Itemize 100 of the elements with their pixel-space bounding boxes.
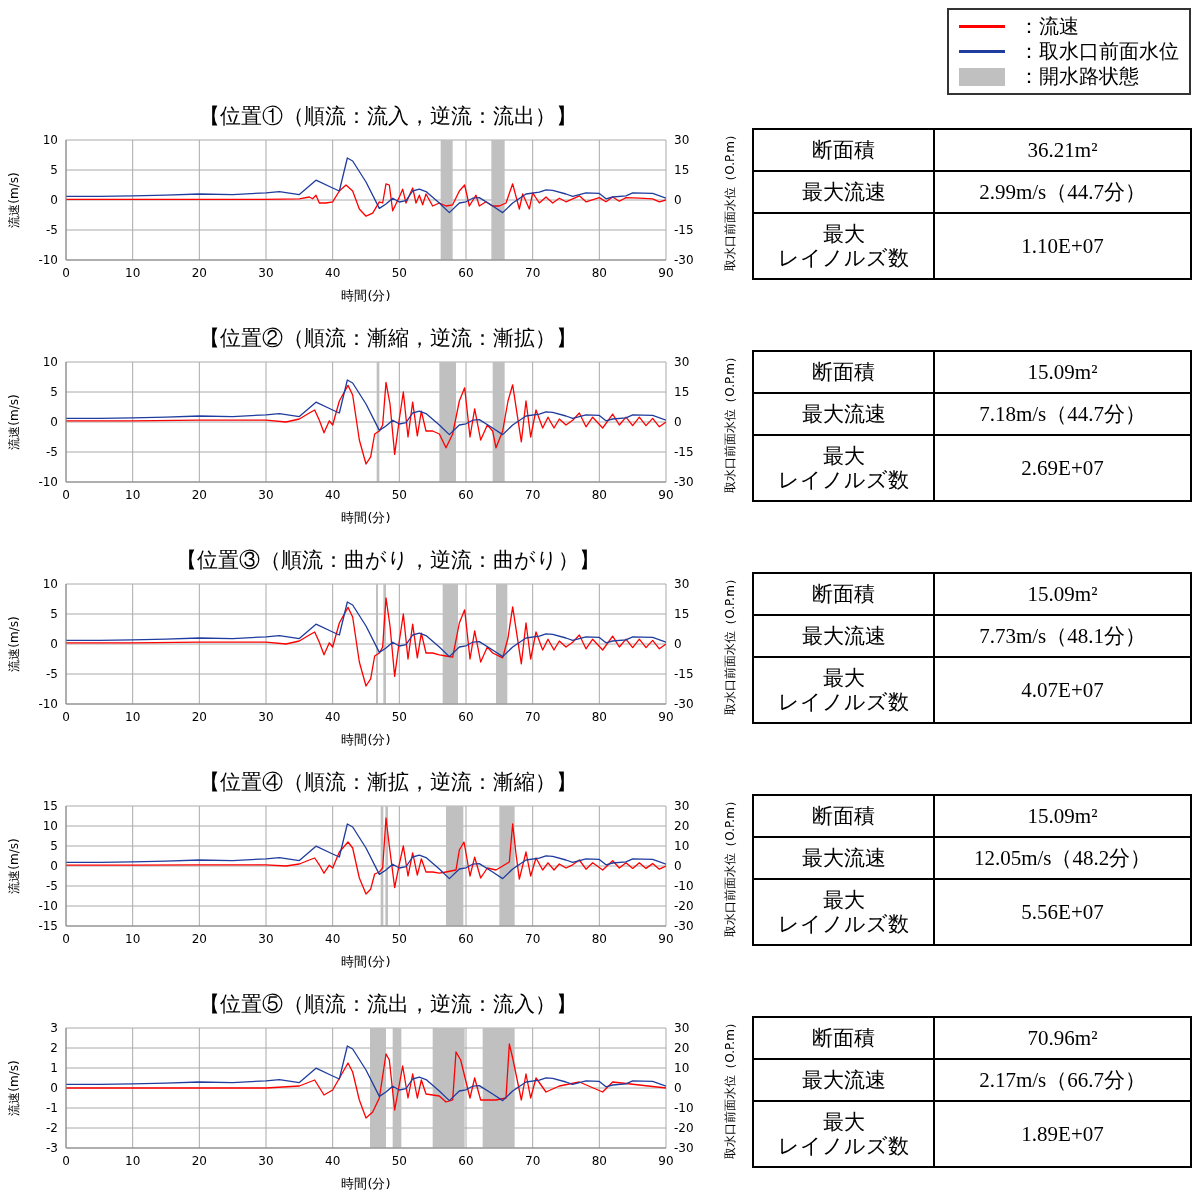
text: 70.96m² [1027, 1026, 1098, 1050]
y2-axis-title: 取水口前面水位（O.P.m） [723, 1017, 738, 1159]
y-tick-label: -15 [38, 919, 58, 934]
text: 断面積 [812, 360, 876, 384]
x-tick-label: 60 [458, 265, 474, 280]
y2-tick-label: -10 [674, 1101, 694, 1116]
y2-tick-label: -30 [674, 919, 694, 934]
text: 最大流速 [801, 402, 886, 426]
x-tick-label: 90 [658, 487, 674, 502]
y2-axis-title: 取水口前面水位（O.P.m） [723, 573, 738, 715]
x-tick-label: 10 [125, 265, 141, 280]
y2-axis-title: 取水口前面水位（O.P.m） [723, 795, 738, 937]
x-tick-label: 10 [125, 487, 141, 502]
x-tick-label: 20 [191, 1153, 207, 1168]
y2-tick-label: 15 [674, 607, 690, 622]
y2-tick-label: 0 [674, 415, 682, 430]
x-tick-label: 0 [62, 709, 70, 724]
x-tick-label: 80 [591, 709, 607, 724]
text: レイノルズ数 [778, 690, 910, 714]
y-tick-label: 5 [50, 607, 58, 622]
line-series [66, 597, 666, 687]
x-tick-label: 90 [658, 709, 674, 724]
chart-title: 【位置③（順流：曲がり，逆流：曲がり）】 [176, 548, 600, 572]
y-tick-label: -5 [46, 223, 58, 238]
x-tick-label: 70 [525, 265, 541, 280]
y2-tick-label: -20 [674, 899, 694, 914]
y-tick-label: 10 [42, 819, 58, 834]
text: 最大 [822, 222, 865, 246]
x-tick-label: 50 [391, 487, 407, 502]
text: 7.18m/s（44.7分） [979, 402, 1146, 426]
line-series [66, 823, 666, 880]
x-tick-label: 10 [125, 709, 141, 724]
y2-tick-label: 0 [674, 859, 682, 874]
text: 4.07E+07 [1021, 678, 1104, 702]
text: 最大流速 [801, 180, 886, 204]
y-tick-label: 0 [50, 637, 58, 652]
y2-tick-label: -30 [674, 475, 694, 490]
legend-label: ：取水口前面水位 [1019, 39, 1179, 64]
y2-axis-title: 取水口前面水位（O.P.m） [723, 351, 738, 493]
text: 1.89E+07 [1021, 1122, 1104, 1146]
y-axis-title: 流速(m/s) [7, 838, 22, 894]
y-tick-label: -5 [46, 445, 58, 460]
line-series [66, 601, 666, 658]
text: 断面積 [812, 804, 876, 828]
y-axis-title: 流速(m/s) [7, 1060, 22, 1116]
x-tick-label: 10 [125, 1153, 141, 1168]
line-series [66, 183, 666, 217]
x-tick-label: 0 [62, 1153, 70, 1168]
text: レイノルズ数 [778, 912, 910, 936]
y2-tick-label: -20 [674, 1121, 694, 1136]
text: 7.73m/s（48.1分） [979, 624, 1146, 648]
y-tick-label: -10 [38, 475, 58, 490]
x-tick-label: 20 [191, 265, 207, 280]
text: 最大 [822, 444, 865, 468]
x-tick-label: 30 [258, 931, 274, 946]
x-tick-label: 80 [591, 931, 607, 946]
y2-tick-label: 0 [674, 637, 682, 652]
x-tick-label: 80 [591, 487, 607, 502]
y2-tick-label: -30 [674, 1141, 694, 1156]
x-tick-label: 80 [591, 265, 607, 280]
text: 5.56E+07 [1021, 900, 1104, 924]
text: 最大 [822, 1110, 865, 1134]
y2-tick-label: 30 [674, 799, 690, 814]
x-axis-title: 時間(分) [341, 954, 391, 969]
text: 1.10E+07 [1021, 234, 1104, 258]
x-tick-label: 10 [125, 931, 141, 946]
y-tick-label: 0 [50, 415, 58, 430]
y2-tick-label: 20 [674, 1041, 690, 1056]
y2-tick-label: 20 [674, 819, 690, 834]
x-tick-label: 50 [391, 931, 407, 946]
x-tick-label: 20 [191, 931, 207, 946]
x-tick-label: 0 [62, 265, 70, 280]
y2-tick-label: 10 [674, 1061, 690, 1076]
y-tick-label: 10 [42, 355, 58, 370]
x-tick-label: 50 [391, 1153, 407, 1168]
line-series [66, 1045, 666, 1102]
y-tick-label: 15 [42, 799, 58, 814]
y-tick-label: -10 [38, 697, 58, 712]
chart-title: 【位置②（順流：漸縮，逆流：漸拡）】 [199, 326, 577, 350]
chart-title: 【位置④（順流：漸拡，逆流：漸縮）】 [199, 770, 577, 794]
line-series [66, 157, 666, 214]
text: 最大流速 [801, 624, 886, 648]
chart-title: 【位置⑤（順流：流出，逆流：流入）】 [199, 992, 577, 1016]
y2-tick-label: 30 [674, 577, 690, 592]
x-tick-label: 20 [191, 709, 207, 724]
y-tick-label: -10 [38, 899, 58, 914]
y-tick-label: 2 [50, 1041, 58, 1056]
x-tick-label: 30 [258, 265, 274, 280]
text: 断面積 [812, 1026, 876, 1050]
x-tick-label: 40 [325, 931, 341, 946]
text: 断面積 [812, 138, 876, 162]
text: 15.09m² [1027, 804, 1098, 828]
y2-tick-label: 0 [674, 1081, 682, 1096]
x-axis-title: 時間(分) [341, 510, 391, 525]
x-tick-label: 40 [325, 709, 341, 724]
text: 15.09m² [1027, 360, 1098, 384]
y2-tick-label: 30 [674, 355, 690, 370]
y2-tick-label: -15 [674, 445, 694, 460]
x-axis-title: 時間(分) [341, 732, 391, 747]
y2-tick-label: -15 [674, 667, 694, 682]
